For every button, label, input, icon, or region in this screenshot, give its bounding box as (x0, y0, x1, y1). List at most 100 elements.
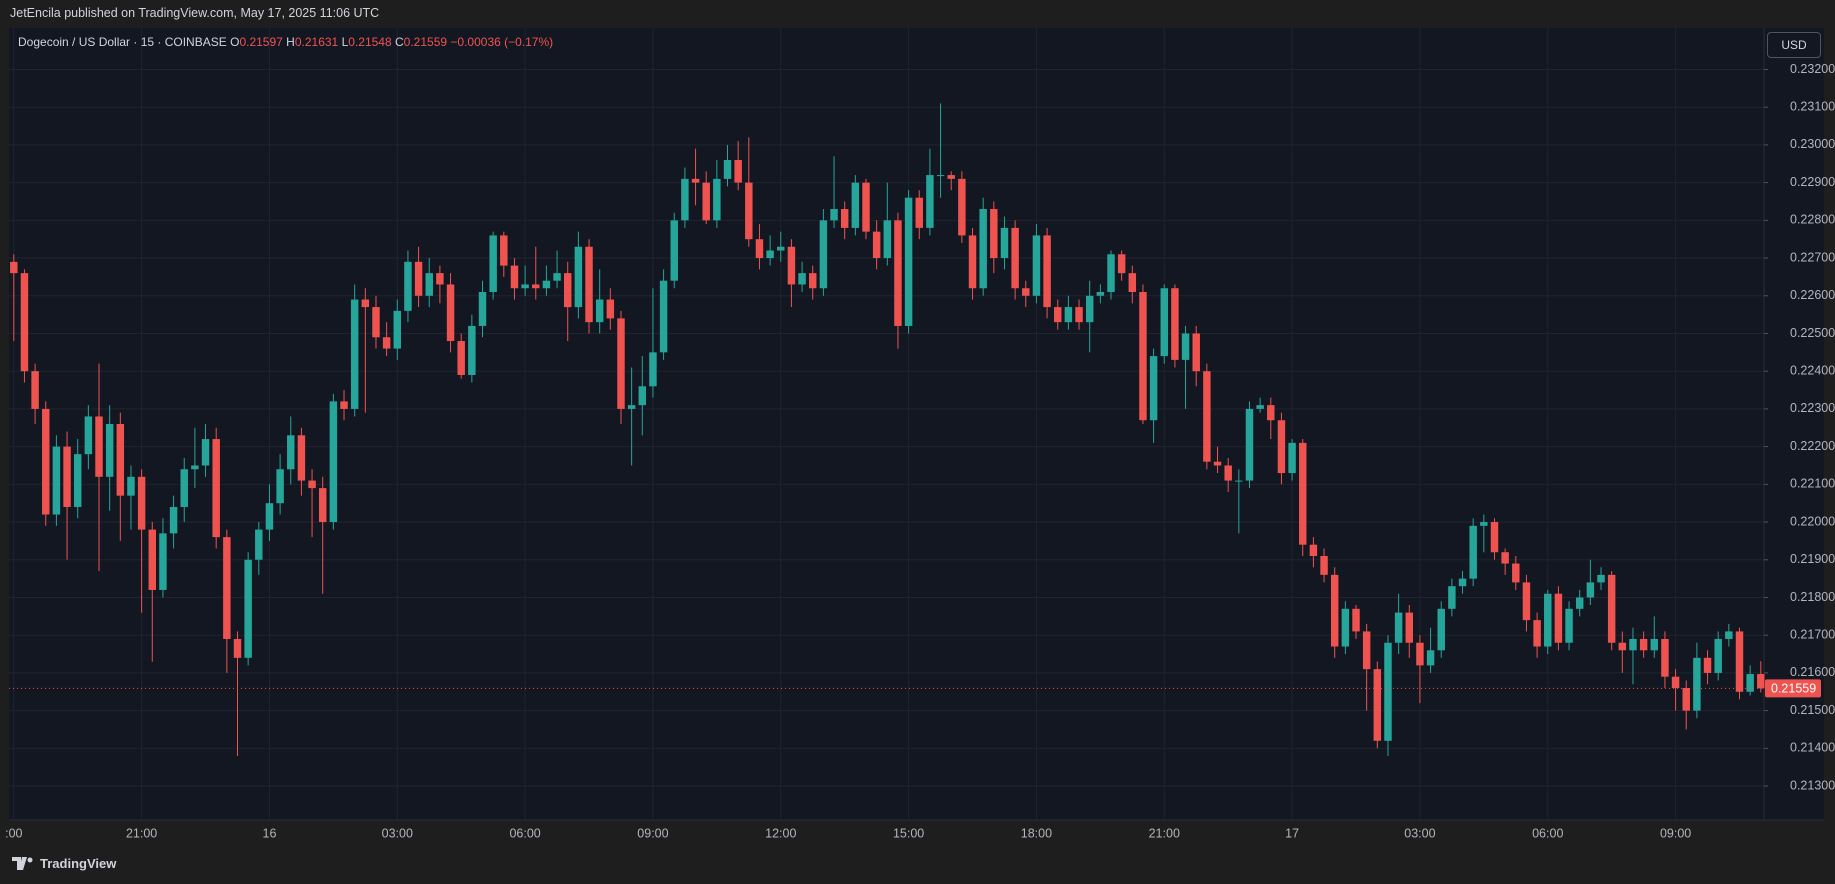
candle-body (1011, 227, 1019, 289)
y-tick-label: 0.21400 (1790, 741, 1835, 755)
candle-body (180, 469, 188, 507)
brand: TradingView (12, 856, 116, 871)
candle-body (659, 280, 668, 353)
candle-body (510, 265, 519, 289)
candle-body (1309, 544, 1318, 556)
y-tick-label: 0.21600 (1790, 665, 1835, 679)
ohlc-value: 0.21548 (348, 35, 392, 49)
candle-body (1480, 522, 1488, 526)
candle-body (638, 386, 647, 406)
candle-body (457, 341, 465, 375)
y-tick-label: 0.23100 (1790, 99, 1835, 113)
candle-body (670, 220, 678, 281)
ohlc-label: H (286, 35, 295, 49)
candle-body (436, 273, 444, 285)
candle-body (10, 261, 18, 274)
candle-body (1575, 597, 1584, 609)
y-tick-label: 0.23000 (1790, 137, 1835, 151)
change-value: −0.00036 (−0.17%) (450, 35, 554, 49)
candle-body (649, 352, 657, 387)
y-tick-label: 0.22900 (1790, 175, 1835, 189)
candle-body (244, 559, 252, 658)
candle-body (1299, 442, 1307, 545)
candle-body (393, 310, 402, 349)
candle-body (1426, 650, 1435, 666)
candle-body (723, 160, 732, 179)
candle-body (116, 424, 125, 496)
y-tick-label: 0.22500 (1790, 326, 1835, 340)
candle-body (968, 235, 977, 289)
candle-body (617, 318, 625, 409)
y-tick-label: 0.23200 (1790, 62, 1835, 76)
candle-body (372, 307, 380, 338)
candle-body (1735, 631, 1744, 692)
y-tick-label: 0.22700 (1790, 250, 1835, 264)
symbol-legend: Dogecoin / US Dollar · 15 · COINBASE O0.… (18, 35, 557, 49)
x-tick-label: 17 (1285, 826, 1299, 840)
candle-body (862, 182, 870, 232)
y-tick-label: 0.21300 (1790, 778, 1835, 792)
candle-body (212, 439, 220, 538)
currency-button[interactable]: USD (1767, 32, 1821, 58)
candle-body (1501, 552, 1509, 564)
candle-body (990, 209, 998, 259)
y-tick-label: 0.22000 (1790, 514, 1835, 528)
candle-body (73, 454, 82, 507)
candle-body (1054, 307, 1062, 323)
candle-body (553, 273, 561, 281)
candle-body (979, 209, 987, 289)
candle-body (1565, 608, 1573, 643)
candle-body (1128, 273, 1137, 292)
ohlc-label: L (341, 35, 349, 49)
candle-body (1043, 235, 1051, 308)
candle-body (883, 220, 892, 259)
candle-body (777, 246, 785, 251)
candle-body (1405, 612, 1413, 643)
candle-body (1757, 674, 1765, 689)
candle-body (787, 246, 796, 285)
candle-body (1458, 578, 1467, 587)
candle-body (255, 529, 263, 560)
candle-body (1160, 288, 1168, 357)
candle-body (840, 209, 849, 228)
candle-body (1607, 574, 1616, 643)
candle-body (159, 533, 167, 590)
y-tick-label: 0.22600 (1790, 288, 1835, 302)
candle-body (1554, 593, 1563, 643)
x-tick-label: 09:00 (1660, 826, 1691, 840)
candle-body (1149, 356, 1158, 421)
y-tick-label: 0.21700 (1790, 627, 1835, 641)
candle-body (872, 231, 881, 259)
x-tick-label: 16 (263, 826, 277, 840)
ohlc-value: 0.21597 (239, 35, 283, 49)
candle-body (1245, 408, 1254, 481)
candle-body (52, 446, 61, 515)
candle-body (1352, 608, 1360, 632)
candle-body (1213, 461, 1222, 466)
candle-body (1650, 638, 1659, 651)
candle-body (1437, 608, 1445, 651)
candle-body (1416, 642, 1424, 666)
ohlc-value: 0.21559 (403, 35, 448, 49)
candle-body (1320, 556, 1328, 575)
candle-body (1192, 333, 1200, 372)
last-price-label: 0.21559 (1771, 682, 1816, 696)
candle-body (1181, 333, 1190, 360)
ohlc-label: O (230, 35, 240, 49)
candle-body (500, 235, 508, 266)
candle-body (31, 371, 39, 409)
candle-body (1107, 254, 1115, 292)
y-tick-label: 0.21500 (1790, 703, 1835, 717)
candle-body (1522, 582, 1531, 621)
candle-body (1022, 288, 1030, 296)
plot-background (9, 28, 1824, 820)
brand-name: TradingView (40, 856, 117, 871)
candle-body (1341, 608, 1350, 647)
candle-body (1362, 631, 1371, 670)
candle-body (489, 235, 497, 292)
candle-body (542, 280, 551, 289)
candle-body (1533, 620, 1541, 647)
candle-body (1224, 465, 1232, 481)
